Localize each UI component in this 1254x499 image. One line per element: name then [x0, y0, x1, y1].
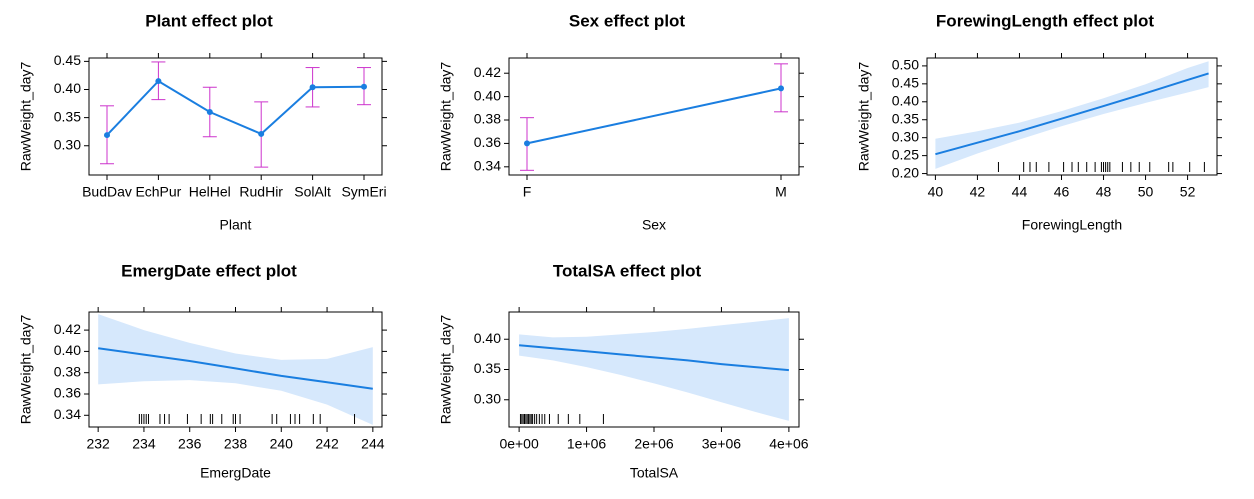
y-tick-label: 0.36 — [54, 385, 81, 401]
y-tick-label: 0.30 — [474, 390, 501, 406]
y-tick-label: 0.40 — [474, 87, 501, 103]
x-tick-label: SymEri — [341, 184, 386, 200]
x-tick-label: 240 — [270, 436, 294, 452]
panel-sex: Sex effect plot 0.34 0.36 0.38 0.40 0.42 F M Sex… — [438, 11, 804, 233]
y-tick-label: 0.35 — [474, 360, 501, 376]
x-tick-label: M — [775, 184, 787, 200]
y-tick-label: 0.40 — [474, 330, 501, 346]
effect-point — [206, 109, 213, 115]
effect-point — [104, 132, 110, 139]
plot-frame — [926, 57, 1218, 176]
y-tick-label: 0.30 — [54, 136, 81, 152]
x-tick-label: 3e+06 — [702, 436, 742, 452]
panel-plant: Plant effect plot 0.30 0.35 0.40 0.45 BudDav E… — [18, 11, 387, 233]
y-tick-label: 0.40 — [892, 92, 919, 108]
y-tick-label: 0.38 — [474, 111, 501, 127]
x-axis-label: Sex — [642, 217, 666, 233]
x-tick-label: EchPur — [135, 184, 181, 200]
y-tick-label: 0.50 — [892, 57, 919, 73]
effect-point — [361, 83, 367, 90]
effect-point — [524, 140, 530, 147]
x-tick-label: SolAlt — [294, 184, 331, 200]
x-tick-label: 232 — [86, 436, 110, 452]
panel-emergdate: EmergDate effect plot 0.34 0.36 0.38 0.40 0.4… — [18, 261, 387, 481]
effect-point — [778, 85, 784, 92]
y-tick-label: 0.42 — [54, 321, 81, 337]
chart-title: ForewingLength effect plot — [936, 11, 1154, 30]
y-tick-label: 0.45 — [892, 75, 919, 91]
x-axis-label: TotalSA — [630, 465, 679, 481]
y-axis-label: RawWeight_day7 — [18, 315, 34, 425]
x-tick-label: 44 — [1012, 184, 1028, 200]
chart-title: TotalSA effect plot — [553, 261, 702, 280]
y-tick-label: 0.34 — [54, 406, 81, 422]
effect-line — [106, 79, 365, 136]
y-axis-label: RawWeight_day7 — [438, 62, 454, 172]
x-tick-label: 50 — [1138, 184, 1154, 200]
y-tick-label: 0.34 — [474, 158, 501, 174]
x-tick-label: F — [523, 184, 532, 200]
x-tick-label: 52 — [1180, 184, 1196, 200]
x-axis-label: Plant — [220, 217, 252, 233]
chart-title: Plant effect plot — [145, 11, 273, 30]
confidence-band — [98, 314, 373, 425]
effect-line — [526, 87, 782, 145]
plot-frame — [508, 57, 800, 176]
y-axis-label: RawWeight_day7 — [438, 315, 454, 425]
confidence-band — [519, 318, 789, 421]
fit-line — [98, 347, 373, 390]
x-tick-label: 244 — [361, 436, 385, 452]
fit-line — [935, 72, 1209, 156]
y-tick-label: 0.35 — [892, 110, 919, 126]
x-tick-label: 242 — [315, 436, 339, 452]
x-tick-label: 234 — [132, 436, 156, 452]
x-tick-label: 42 — [970, 184, 986, 200]
y-tick-label: 0.20 — [892, 164, 919, 180]
x-tick-label: HelHel — [189, 184, 231, 200]
effect-point — [155, 78, 162, 85]
y-axis-label: RawWeight_day7 — [18, 62, 34, 172]
x-tick-label: 4e+06 — [769, 436, 809, 452]
y-tick-label: 0.40 — [54, 342, 81, 358]
y-axis-label: RawWeight_day7 — [856, 62, 872, 172]
x-tick-label: 46 — [1054, 184, 1070, 200]
x-tick-label: BudDav — [82, 184, 132, 200]
x-tick-label: 2e+06 — [634, 436, 674, 452]
effect-point — [258, 130, 265, 137]
x-tick-label: 40 — [928, 184, 944, 200]
effect-point — [309, 84, 316, 91]
y-tick-label: 0.35 — [54, 108, 81, 124]
x-tick-label: 1e+06 — [567, 436, 607, 452]
y-tick-label: 0.30 — [892, 128, 919, 144]
panel-forewinglength: ForewingLength effect plot 0.20 0.25 0.30 0.… — [856, 11, 1222, 233]
x-axis-label: EmergDate — [200, 465, 271, 481]
y-tick-label: 0.36 — [474, 134, 501, 150]
y-tick-label: 0.42 — [474, 64, 501, 80]
chart-title: Sex effect plot — [569, 11, 686, 30]
x-tick-label: 48 — [1096, 184, 1112, 200]
x-tick-label: 238 — [224, 436, 248, 452]
y-tick-label: 0.45 — [54, 52, 81, 68]
plot-frame — [88, 57, 383, 176]
panel-totalsa: TotalSA effect plot 0.30 0.35 0.40 0e+00 1e+0… — [438, 261, 809, 480]
x-tick-label: 0e+00 — [499, 436, 539, 452]
x-tick-label: 236 — [178, 436, 202, 452]
y-tick-label: 0.40 — [54, 80, 81, 96]
x-axis-label: ForewingLength — [1022, 217, 1122, 233]
fit-line — [519, 344, 789, 372]
y-tick-label: 0.25 — [892, 146, 919, 162]
y-tick-label: 0.38 — [54, 363, 81, 379]
chart-title: EmergDate effect plot — [121, 261, 297, 280]
x-tick-label: RudHir — [239, 184, 283, 200]
